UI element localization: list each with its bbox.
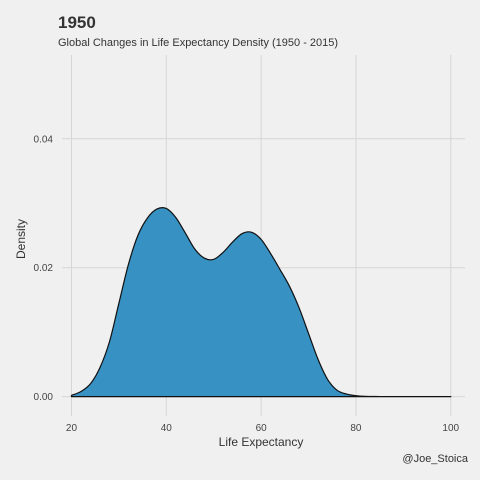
chart-title: 1950 xyxy=(58,13,96,32)
x-tick-label: 100 xyxy=(442,423,459,434)
x-tick-label: 20 xyxy=(66,423,78,434)
y-tick-label: 0.02 xyxy=(34,263,54,274)
x-tick-label: 80 xyxy=(350,423,362,434)
caption: @Joe_Stoica xyxy=(402,453,468,465)
x-axis-title: Life Expectancy xyxy=(219,435,304,449)
chart-subtitle: Global Changes in Life Expectancy Densit… xyxy=(58,37,338,49)
y-axis-title: Density xyxy=(14,219,28,259)
x-tick-label: 40 xyxy=(161,423,173,434)
y-tick-label: 0.04 xyxy=(34,134,54,145)
y-tick-label: 0.00 xyxy=(34,392,54,403)
x-tick-label: 60 xyxy=(256,423,268,434)
